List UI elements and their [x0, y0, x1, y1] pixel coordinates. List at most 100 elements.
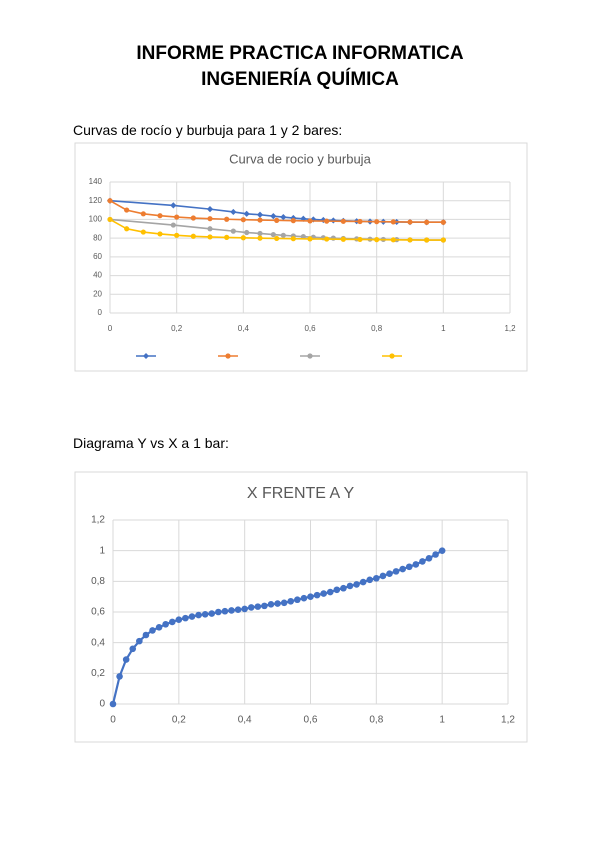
marker	[357, 236, 363, 243]
x-tick-label: 1	[439, 715, 445, 726]
marker	[307, 593, 314, 600]
marker	[399, 565, 406, 573]
marker	[174, 214, 180, 220]
marker	[157, 231, 163, 237]
marker	[224, 234, 230, 240]
marker	[313, 591, 321, 599]
marker	[438, 547, 446, 554]
marker	[280, 599, 288, 607]
marker	[207, 226, 213, 232]
legend-marker	[143, 353, 149, 359]
marker	[307, 218, 313, 224]
marker	[307, 236, 313, 242]
x-tick-label: 0,4	[238, 715, 252, 726]
marker	[425, 555, 433, 562]
marker	[234, 606, 242, 613]
marker	[366, 576, 374, 584]
marker	[224, 216, 230, 222]
marker	[386, 570, 393, 577]
marker	[140, 229, 146, 235]
marker	[324, 236, 330, 242]
marker	[149, 627, 156, 634]
x-tick-label: 0,8	[369, 715, 383, 726]
x-tick-label: 1	[441, 324, 446, 333]
marker	[274, 600, 281, 607]
chart-title: Curva de rocio y burbuja	[229, 151, 371, 166]
marker	[346, 582, 354, 590]
marker	[230, 208, 237, 216]
y-tick-label: 40	[93, 271, 102, 280]
marker	[221, 607, 229, 615]
marker	[274, 235, 280, 242]
marker	[359, 578, 367, 586]
marker	[124, 207, 130, 213]
marker	[294, 596, 301, 604]
marker	[257, 217, 263, 223]
marker	[340, 584, 347, 592]
marker	[440, 237, 446, 243]
marker	[136, 637, 143, 645]
marker	[142, 631, 150, 639]
y-tick-label: 20	[93, 289, 102, 298]
marker	[207, 234, 213, 240]
marker	[424, 219, 430, 225]
x-tick-label: 0,6	[304, 324, 316, 333]
marker	[373, 574, 380, 582]
marker	[320, 590, 327, 597]
marker	[405, 563, 413, 571]
marker	[256, 211, 264, 218]
y-tick-label: 1,2	[91, 515, 105, 526]
marker	[182, 614, 189, 622]
y-tick-label: 80	[93, 233, 102, 242]
marker	[257, 230, 263, 237]
marker	[162, 620, 169, 628]
marker	[357, 218, 363, 225]
legend-marker	[389, 353, 395, 359]
legend-marker	[307, 353, 313, 359]
marker	[412, 561, 420, 568]
marker	[392, 568, 400, 575]
marker	[287, 597, 295, 605]
marker	[124, 226, 130, 232]
y-tick-label: 1	[99, 545, 105, 556]
marker	[254, 603, 262, 610]
y-tick-label: 0,8	[91, 576, 105, 587]
marker	[290, 218, 296, 224]
x-tick-label: 1,2	[504, 324, 516, 333]
marker	[201, 611, 209, 618]
marker	[129, 645, 137, 653]
marker	[107, 198, 113, 204]
marker	[261, 602, 268, 610]
marker	[195, 611, 202, 619]
marker	[107, 216, 113, 223]
y-tick-label: 0,4	[91, 637, 105, 648]
marker	[440, 219, 446, 225]
marker	[374, 237, 380, 243]
marker	[247, 604, 255, 611]
x-tick-label: 0	[108, 324, 113, 333]
x-tick-label: 0,2	[171, 324, 183, 333]
marker	[432, 551, 439, 558]
marker	[230, 228, 236, 234]
marker	[333, 586, 341, 594]
marker	[243, 210, 250, 217]
marker	[168, 618, 176, 626]
marker	[340, 236, 346, 242]
marker	[270, 231, 276, 238]
chart-frame	[74, 471, 528, 743]
marker	[300, 594, 308, 602]
marker	[379, 572, 387, 580]
y-tick-label: 60	[93, 252, 102, 261]
marker	[390, 237, 396, 243]
chart-title: X FRENTE A Y	[247, 485, 355, 502]
marker	[290, 236, 296, 242]
marker	[353, 581, 360, 588]
x-tick-label: 1,2	[501, 715, 515, 726]
marker	[267, 601, 275, 608]
marker	[419, 558, 426, 565]
x-tick-label: 0,6	[304, 715, 318, 726]
marker	[190, 215, 196, 221]
y-tick-label: 140	[89, 177, 103, 186]
title-line: INGENIERÍA QUÍMICA	[201, 69, 399, 90]
